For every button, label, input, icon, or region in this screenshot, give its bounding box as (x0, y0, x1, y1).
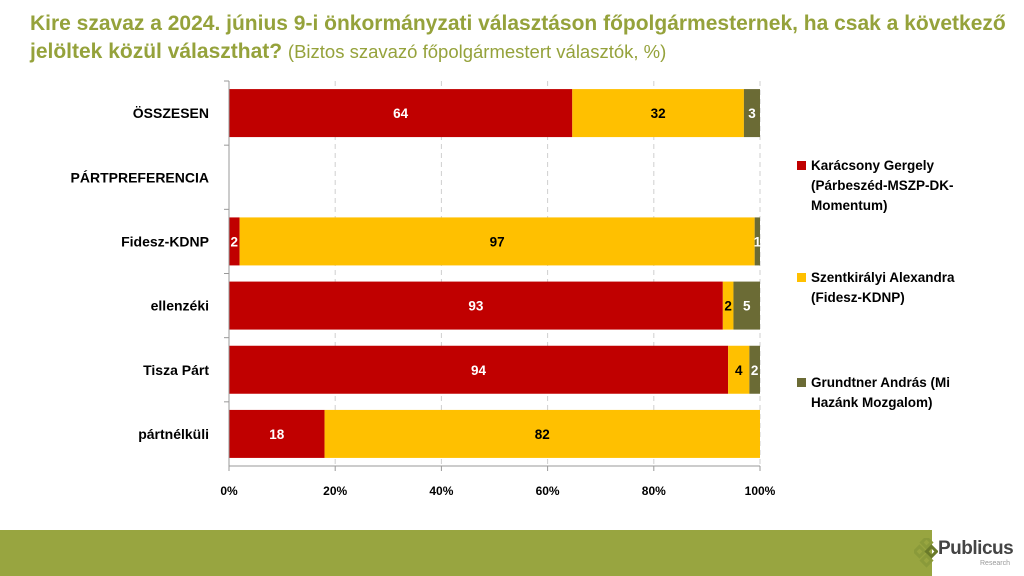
legend-item: Karácsony Gergely (Párbeszéd-MSZP-DK-Mome… (797, 158, 954, 213)
axes: 0% 20% 40% 60% 80% 100% (220, 80, 776, 498)
legend-swatch (797, 161, 806, 170)
gridlines (334, 81, 761, 466)
category-label: ellenzéki (151, 298, 209, 314)
bar-segment (722, 281, 734, 330)
data-label: 97 (490, 234, 505, 249)
bar-segment (229, 89, 573, 138)
data-label: 82 (535, 427, 550, 442)
legend-label: Grundtner András (Mi Hazánk Mozgalom) (811, 375, 950, 410)
legend-label: Szentkirályi Alexandra (Fidesz-KDNP) (811, 270, 955, 305)
legend: Karácsony Gergely (Párbeszéd-MSZP-DK-Mome… (797, 158, 955, 410)
legend-item: Szentkirályi Alexandra (Fidesz-KDNP) (797, 270, 955, 305)
data-label: 4 (735, 363, 743, 378)
data-label: 2 (724, 299, 732, 314)
category-labels: ÖSSZESEN PÁRTPREFERENCIA Fidesz-KDNP ellenz… (71, 105, 210, 442)
publicus-logo: Publicus Research (914, 536, 1022, 574)
bar-segment (743, 89, 760, 138)
legend-swatch (797, 378, 806, 387)
legend-swatch (797, 273, 806, 282)
logo-text: Publicus (938, 538, 1014, 559)
bar-segment (749, 345, 760, 394)
x-tick-label: 20% (323, 484, 347, 498)
data-label: 94 (471, 363, 487, 378)
logo-subtext: Research (980, 560, 1010, 567)
category-label: ÖSSZESEN (133, 105, 209, 121)
bar-segment (728, 345, 750, 394)
category-label: pártnélküli (138, 426, 209, 442)
data-label: 93 (468, 299, 484, 314)
data-label: 1 (754, 234, 762, 249)
chart-title-main: Kire szavaz a 2024. június 9-i önkormány… (30, 12, 1006, 63)
legend-label: Karácsony Gergely (Párbeszéd-MSZP-DK-Mome… (811, 158, 954, 213)
data-labels: 64 32 32 97 193 2 594 4 218 82 (231, 106, 762, 442)
bar-segment (229, 217, 240, 266)
category-label: PÁRTPREFERENCIA (71, 169, 209, 185)
x-tick-label: 60% (536, 484, 560, 498)
bar-segment (572, 89, 744, 138)
chart-subtitle: (Biztos szavazó főpolgármestert választó… (287, 41, 667, 62)
bar-segment (229, 409, 325, 458)
x-tick-label: 100% (745, 484, 776, 498)
data-label: 18 (269, 427, 285, 442)
bar-segment (733, 281, 760, 330)
data-label: 32 (651, 106, 666, 121)
category-label: Fidesz-KDNP (121, 233, 209, 249)
stacked-bar-chart: 64 32 32 97 193 2 594 4 218 82 0% 20% 40% 60% 80% 100%… (71, 80, 955, 498)
chart-title: Kire szavaz a 2024. június 9-i önkormány… (30, 10, 1010, 66)
x-tick-label: 80% (642, 484, 666, 498)
logo-diamonds-icon (914, 538, 938, 568)
bar-segment (754, 217, 760, 266)
bar-segment (229, 345, 729, 394)
data-label: 3 (748, 106, 756, 121)
data-label: 2 (231, 234, 239, 249)
bar-segment (239, 217, 755, 266)
data-label: 64 (393, 106, 409, 121)
legend-item: Grundtner András (Mi Hazánk Mozgalom) (797, 375, 950, 410)
data-label: 5 (743, 299, 751, 314)
footer-bar (0, 530, 932, 576)
category-label: Tisza Párt (143, 362, 209, 378)
bar-segment (324, 409, 760, 458)
x-tick-label: 0% (220, 484, 238, 498)
bars (229, 89, 760, 458)
bar-segment (229, 281, 723, 330)
x-tick-label: 40% (429, 484, 453, 498)
data-label: 2 (751, 363, 759, 378)
